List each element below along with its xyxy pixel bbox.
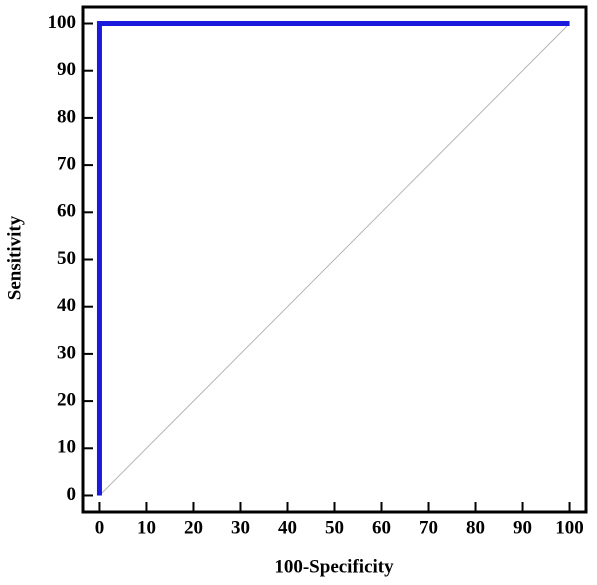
x-tick-label: 100	[555, 517, 584, 538]
series-line	[99, 23, 570, 496]
series-line	[96, 21, 570, 496]
plot-frame	[81, 5, 588, 514]
y-tick-label: 80	[57, 106, 76, 127]
y-tick-label: 90	[57, 59, 76, 80]
x-tick-label: 70	[419, 517, 438, 538]
x-tick-label: 10	[137, 517, 156, 538]
x-axis-title: 100-Specificity	[274, 556, 394, 577]
y-tick-label: 50	[57, 248, 76, 269]
x-tick-label: 30	[231, 517, 250, 538]
y-tick-label: 30	[57, 342, 76, 363]
x-tick-label: 60	[372, 517, 391, 538]
x-tick-label: 20	[184, 517, 203, 538]
x-tick-label: 0	[95, 517, 105, 538]
y-tick-label: 40	[57, 295, 76, 316]
y-tick-label: 100	[48, 12, 77, 33]
x-tick-label: 90	[513, 517, 532, 538]
x-tick-label: 40	[278, 517, 297, 538]
x-tick-label: 50	[325, 517, 344, 538]
x-tick-label: 80	[466, 517, 485, 538]
y-tick-label: 70	[57, 153, 76, 174]
y-tick-label: 60	[57, 201, 76, 222]
y-tick-label: 0	[67, 484, 77, 505]
y-axis-title: Sensitivity	[4, 215, 25, 300]
y-tick-label: 20	[57, 389, 76, 410]
y-tick-label: 10	[57, 437, 76, 458]
